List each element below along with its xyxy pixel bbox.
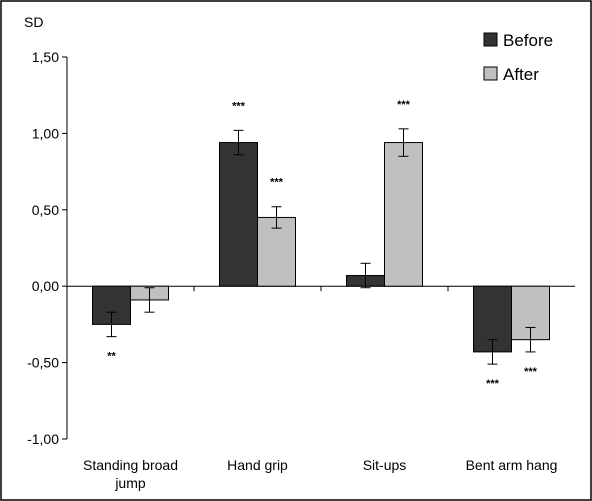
y-tick-label: 1,00 bbox=[32, 125, 59, 141]
legend-swatch-before bbox=[483, 32, 498, 47]
significance-labels-group: ***************** bbox=[107, 99, 537, 390]
error-bars-group bbox=[106, 128, 536, 365]
category-label-line: Hand grip bbox=[227, 457, 288, 473]
legend-label-before: Before bbox=[503, 31, 553, 50]
y-tick-label: 0,00 bbox=[32, 278, 59, 294]
category-label: Bent arm hang bbox=[466, 457, 558, 473]
legend-swatch-after bbox=[483, 66, 498, 81]
category-labels-group: Standing broad jump Hand grip Sit-ups Bent a… bbox=[83, 457, 557, 491]
category-label-line: Standing broad bbox=[83, 457, 178, 473]
y-axis-label: SD bbox=[24, 14, 43, 30]
significance-label: ** bbox=[107, 351, 116, 363]
y-tick-label: -0,50 bbox=[27, 355, 59, 371]
y-tick-label: 0,50 bbox=[32, 202, 59, 218]
significance-label: *** bbox=[232, 100, 246, 112]
significance-label: *** bbox=[486, 378, 500, 390]
bar-before bbox=[219, 142, 258, 287]
category-label: Hand grip bbox=[227, 457, 288, 473]
significance-label: *** bbox=[397, 99, 411, 111]
y-tick-label: 1,50 bbox=[32, 49, 59, 65]
significance-label: *** bbox=[524, 366, 538, 378]
category-label-line: Bent arm hang bbox=[466, 457, 558, 473]
bars-group bbox=[92, 142, 550, 353]
category-label: Standing broad jump bbox=[83, 457, 178, 491]
significance-label: *** bbox=[270, 177, 284, 189]
y-tick-label: -1,00 bbox=[27, 431, 59, 447]
legend: Before After bbox=[483, 31, 553, 84]
category-label: Sit-ups bbox=[363, 457, 407, 473]
bar-after bbox=[384, 142, 423, 287]
category-label-line: jump bbox=[114, 475, 146, 491]
category-label-line: Sit-ups bbox=[363, 457, 407, 473]
legend-label-after: After bbox=[503, 65, 539, 84]
